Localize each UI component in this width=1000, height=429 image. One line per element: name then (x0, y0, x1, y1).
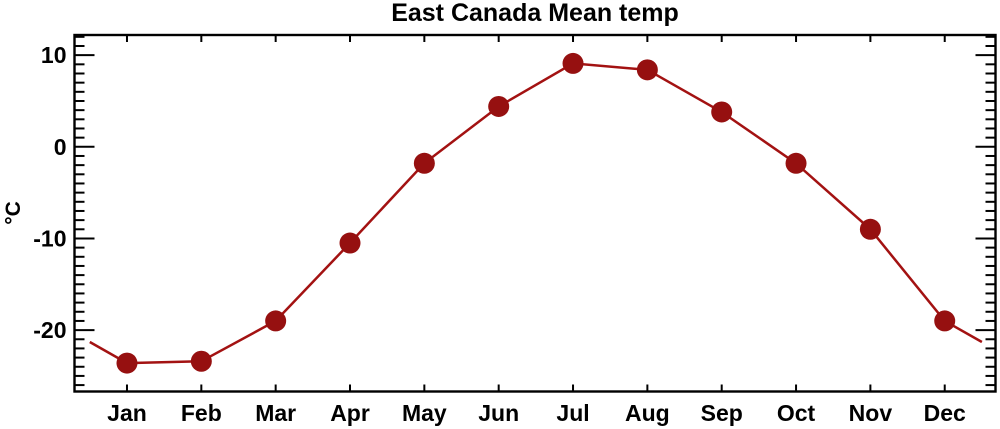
plot-border (73, 33, 997, 393)
y-tick-label: 0 (54, 134, 67, 160)
data-point-marker (265, 310, 287, 332)
y-tick-label: -20 (33, 317, 66, 343)
x-tick-label: Mar (255, 400, 296, 426)
x-tick-label: Sep (701, 400, 743, 426)
axes-box (73, 33, 997, 393)
data-series (89, 52, 983, 374)
x-tick-label: Aug (625, 400, 670, 426)
data-point-marker (934, 310, 956, 332)
axis-ticks (74, 35, 996, 392)
data-point-marker (488, 95, 510, 117)
x-tick-label: May (402, 400, 447, 426)
x-tick-label: Oct (777, 400, 816, 426)
data-point-marker (785, 152, 807, 174)
axis-tick-labels: 10 0 -10 -20 Jan Feb Mar Apr May Jun Jul Aug Sep Oct N… (33, 42, 966, 426)
data-point-marker (413, 152, 435, 174)
y-axis-label: °C (2, 201, 25, 225)
data-point-marker (636, 59, 658, 81)
y-tick-label: 10 (41, 42, 67, 68)
chart-title: East Canada Mean temp (391, 0, 679, 27)
y-tick-label: -10 (33, 225, 66, 251)
x-tick-label: Jun (478, 400, 519, 426)
data-point-marker (190, 350, 212, 372)
x-tick-label: Jan (107, 400, 147, 426)
x-tick-label: Nov (849, 400, 893, 426)
data-point-marker (562, 52, 584, 74)
series-line (89, 62, 983, 365)
x-tick-label: Apr (330, 400, 370, 426)
data-point-marker (711, 101, 733, 123)
x-tick-label: Dec (924, 400, 966, 426)
x-tick-label: Jul (556, 400, 589, 426)
data-point-marker (116, 352, 138, 374)
data-point-marker (339, 232, 361, 254)
x-tick-label: Feb (181, 400, 222, 426)
data-point-marker (859, 218, 881, 240)
